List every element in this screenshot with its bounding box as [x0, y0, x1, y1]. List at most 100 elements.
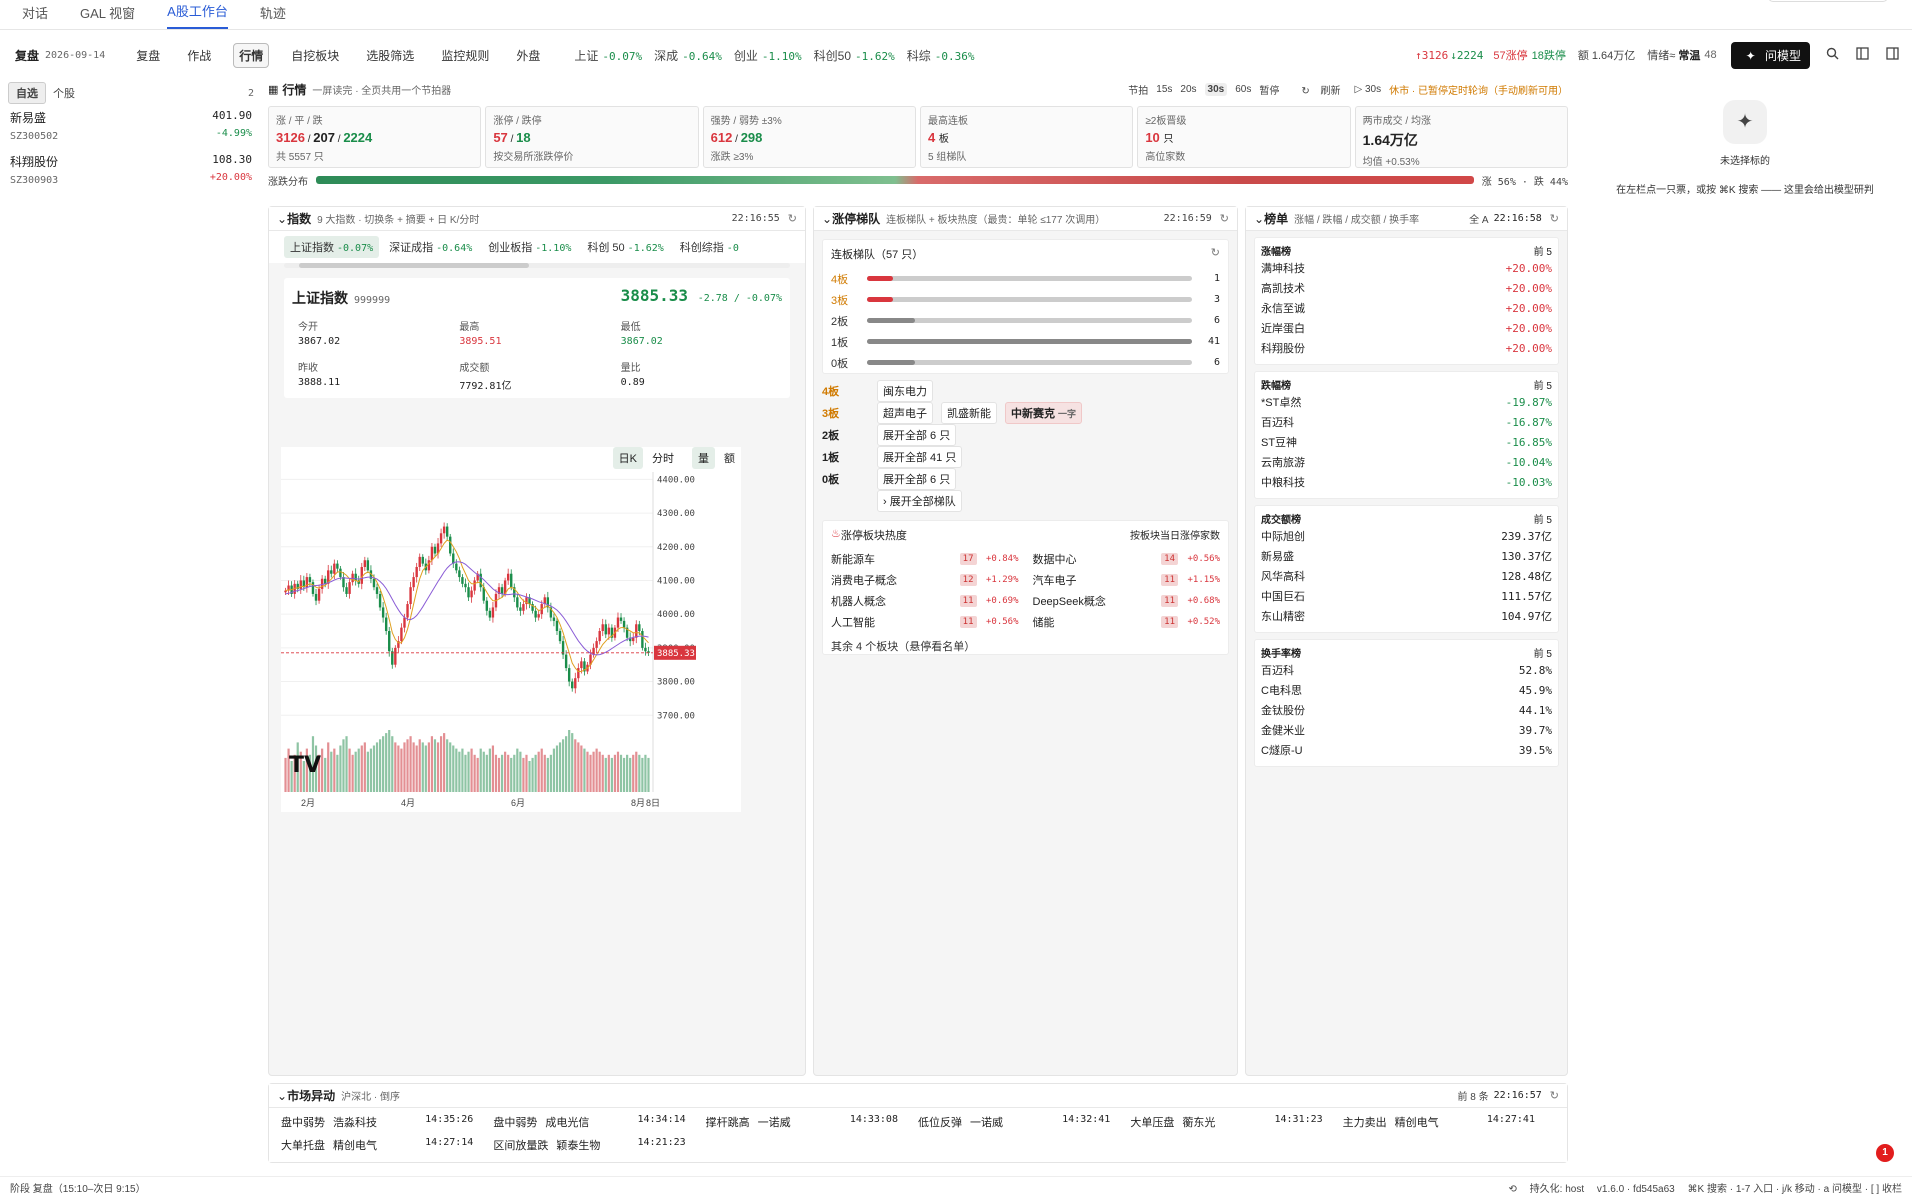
index-tab[interactable]: 科创综指 -0 — [679, 242, 739, 254]
refresh-icon[interactable]: ↻ — [1219, 213, 1229, 225]
play-button[interactable]: ▷ 30s — [1354, 83, 1382, 95]
chart-tab-daily[interactable]: 日K — [612, 447, 643, 469]
rank-row[interactable]: 科翔股份 +20.00% — [1261, 338, 1552, 358]
stock-chip[interactable]: 凯盛新能 — [941, 402, 997, 424]
rank-row[interactable]: C电科思 45.9% — [1261, 680, 1552, 700]
refresh-icon[interactable]: ↻ — [1210, 247, 1220, 259]
right-panel-toggle-icon[interactable] — [1884, 47, 1900, 63]
index-tab[interactable]: 科创 50 -1.62% — [587, 242, 664, 254]
refresh-icon[interactable]: ↻ — [1549, 1090, 1559, 1102]
top-corner-control[interactable] — [1768, 0, 1888, 2]
sector-heat-item[interactable]: 储能 11 +0.52% — [1033, 614, 1220, 630]
beat-60s[interactable]: 60s — [1235, 83, 1252, 95]
menu-monitor-rules[interactable]: 监控规则 — [441, 48, 490, 63]
sector-heat-item[interactable]: 机器人概念 11 +0.69% — [831, 593, 1019, 609]
move-item[interactable]: 盘中弱势 浩淼科技 14:35:26 — [281, 1114, 493, 1133]
expand-chip[interactable]: 展开全部 6 只 — [877, 468, 957, 490]
collapse-icon[interactable]: ⌄ — [277, 211, 288, 226]
rank-row[interactable]: 金健米业 39.7% — [1261, 720, 1552, 740]
sector-heat-item[interactable]: 人工智能 11 +0.56% — [831, 614, 1019, 630]
sector-heat-item[interactable]: 新能源车 17 +0.84% — [831, 551, 1019, 567]
tab-trace[interactable]: 轨迹 — [259, 6, 286, 21]
rank-row[interactable]: 中国巨石 111.57亿 — [1261, 586, 1552, 606]
move-item[interactable]: 撑杆跳高 一诺威 14:33:08 — [706, 1114, 918, 1133]
sector-heat-item[interactable]: 数据中心 14 +0.56% — [1033, 551, 1220, 567]
sector-heat-item[interactable]: 汽车电子 11 +1.15% — [1033, 572, 1220, 588]
expand-chip[interactable]: 展开全部 41 只 — [877, 446, 963, 468]
rank-row[interactable]: 近岸蛋白 +20.00% — [1261, 318, 1552, 338]
rank-row[interactable]: 满坤科技 +20.00% — [1261, 258, 1552, 278]
refresh-button[interactable]: ↻ 刷新 — [1301, 85, 1341, 97]
collapse-icon[interactable]: ⌄ — [277, 1088, 288, 1103]
move-item[interactable]: 区间放量跌 颖泰生物 14:21:23 — [493, 1137, 705, 1156]
heat-more[interactable]: 其余 4 个板块（悬停看名单） — [831, 641, 976, 653]
rank-row[interactable]: 中粮科技 -10.03% — [1261, 472, 1552, 492]
index-tab[interactable]: 创业板指 -1.10% — [488, 242, 572, 254]
move-item[interactable]: 低位反弹 一诺威 14:32:41 — [918, 1114, 1130, 1133]
rank-row[interactable]: 高凯技术 +20.00% — [1261, 278, 1552, 298]
tab-gal[interactable]: GAL 视窗 — [80, 6, 136, 21]
menu-market[interactable]: 行情 — [233, 42, 270, 68]
beat-30s[interactable]: 30s — [1204, 82, 1228, 96]
sector-heat-item[interactable]: DeepSeek概念 11 +0.68% — [1033, 593, 1220, 609]
menu-review[interactable]: 复盘 — [136, 48, 161, 63]
watch-item[interactable]: 新易盛 SZ300502 401.90 -4.99% — [0, 104, 262, 148]
index-ticker-kc50[interactable]: 科创50 -1.62% — [813, 48, 895, 63]
tab-a-share[interactable]: A股工作台 — [167, 1, 228, 29]
expand-chip[interactable]: 展开全部 6 只 — [877, 424, 957, 446]
ladder-row[interactable]: 3板 3 — [831, 289, 1220, 310]
sector-heat-item[interactable]: 消费电子概念 12 +1.29% — [831, 572, 1019, 588]
index-tabs-scrollbar[interactable] — [284, 263, 790, 268]
refresh-icon[interactable]: ↻ — [1549, 213, 1559, 225]
index-tab[interactable]: 深证成指 -0.64% — [389, 242, 473, 254]
chart-tab-amount[interactable]: 额 — [724, 453, 735, 465]
move-item[interactable]: 大单压盘 蘅东光 14:31:23 — [1130, 1114, 1342, 1133]
watch-item[interactable]: 科翔股份 SZ300903 108.30 +20.00% — [0, 148, 262, 192]
index-ticker-kz[interactable]: 科综 -0.36% — [906, 48, 975, 63]
rank-row[interactable]: ST豆神 -16.85% — [1261, 432, 1552, 452]
ask-model-button[interactable]: ✦ 问模型 — [1730, 41, 1810, 69]
move-item[interactable]: 盘中弱势 成电光信 14:34:14 — [493, 1114, 705, 1133]
rank-row[interactable]: 百迈科 -16.87% — [1261, 412, 1552, 432]
collapse-icon[interactable]: ⌄ — [822, 211, 833, 226]
rank-scope[interactable]: 全 A — [1469, 215, 1489, 226]
ladder-row[interactable]: 4板 1 — [831, 268, 1220, 289]
rank-row[interactable]: 百迈科 52.8% — [1261, 660, 1552, 680]
left-panel-toggle-icon[interactable] — [1854, 47, 1870, 63]
menu-custom-sectors[interactable]: 自挖板块 — [291, 48, 340, 63]
rank-row[interactable]: C燧原-U 39.5% — [1261, 740, 1552, 760]
rank-row[interactable]: 风华高科 128.48亿 — [1261, 566, 1552, 586]
move-item[interactable]: 大单托盘 精创电气 14:27:14 — [281, 1137, 493, 1156]
chart-tab-volume[interactable]: 量 — [692, 447, 715, 469]
notification-badge[interactable]: 1 — [1876, 1144, 1894, 1162]
rank-row[interactable]: 新易盛 130.37亿 — [1261, 546, 1552, 566]
expand-all-button[interactable]: › 展开全部梯队 — [877, 490, 962, 512]
rank-row[interactable]: 中际旭创 239.37亿 — [1261, 526, 1552, 546]
beat-15s[interactable]: 15s — [1156, 83, 1173, 95]
ladder-row[interactable]: 1板 41 — [831, 331, 1220, 352]
refresh-icon[interactable]: ↻ — [787, 213, 797, 225]
kline-chart[interactable]: 日K 分时 量 额 4400.00 4300.00 4200.00 4100.00 40… — [281, 447, 741, 812]
rank-row[interactable]: 东山精密 104.97亿 — [1261, 606, 1552, 626]
rank-row[interactable]: 云南旅游 -10.04% — [1261, 452, 1552, 472]
move-item[interactable]: 主力卖出 精创电气 14:27:41 — [1343, 1114, 1555, 1133]
index-ticker-cy[interactable]: 创业 -1.10% — [733, 48, 802, 63]
index-ticker-sh[interactable]: 上证 -0.07% — [574, 48, 643, 63]
stock-chip[interactable]: 超声电子 — [877, 402, 933, 424]
search-icon[interactable] — [1824, 47, 1840, 63]
menu-overseas[interactable]: 外盘 — [516, 48, 541, 63]
index-ticker-sz[interactable]: 深成 -0.64% — [654, 48, 722, 63]
chart-tab-intraday[interactable]: 分时 — [652, 453, 674, 465]
ladder-row[interactable]: 0板 6 — [831, 352, 1220, 373]
rank-row[interactable]: 永信至诚 +20.00% — [1261, 298, 1552, 318]
stock-chip[interactable]: 闽东电力 — [877, 380, 933, 402]
rank-row[interactable]: 金钛股份 44.1% — [1261, 700, 1552, 720]
stock-chip[interactable]: 中新赛克 一字 — [1005, 402, 1083, 424]
collapse-icon[interactable]: ⌄ — [1254, 211, 1265, 226]
beat-20s[interactable]: 20s — [1180, 83, 1197, 95]
menu-screener[interactable]: 选股筛选 — [366, 48, 415, 63]
watch-tab-favorites[interactable]: 自选 — [8, 82, 46, 104]
watch-tab-stocks[interactable]: 个股 — [53, 88, 75, 100]
beat-pause[interactable]: 暂停 — [1259, 85, 1280, 97]
menu-battle[interactable]: 作战 — [187, 48, 212, 63]
